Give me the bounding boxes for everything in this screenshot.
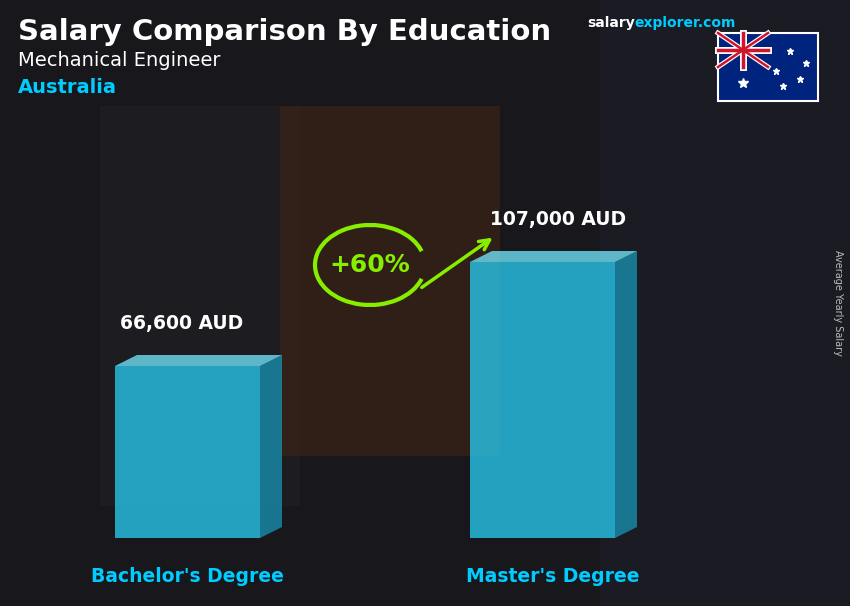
Bar [100, 106, 300, 506]
Bar [718, 33, 818, 101]
Bar [600, 0, 850, 606]
Bar [0, 0, 200, 606]
Text: 66,600 AUD: 66,600 AUD [121, 314, 244, 333]
Text: +60%: +60% [330, 253, 411, 277]
Text: Mechanical Engineer: Mechanical Engineer [18, 51, 220, 70]
Polygon shape [470, 262, 615, 538]
Text: Average Yearly Salary: Average Yearly Salary [833, 250, 843, 356]
Polygon shape [260, 355, 282, 538]
Polygon shape [115, 366, 260, 538]
Text: Salary Comparison By Education: Salary Comparison By Education [18, 18, 551, 46]
Bar [280, 106, 500, 456]
Text: Australia: Australia [18, 78, 117, 97]
Polygon shape [115, 355, 282, 366]
Polygon shape [615, 251, 637, 538]
Text: explorer.com: explorer.com [634, 16, 735, 30]
Text: Bachelor's Degree: Bachelor's Degree [91, 567, 283, 585]
Text: 107,000 AUD: 107,000 AUD [490, 210, 626, 229]
Polygon shape [470, 251, 637, 262]
Text: Master's Degree: Master's Degree [467, 567, 640, 585]
Text: salary: salary [587, 16, 635, 30]
